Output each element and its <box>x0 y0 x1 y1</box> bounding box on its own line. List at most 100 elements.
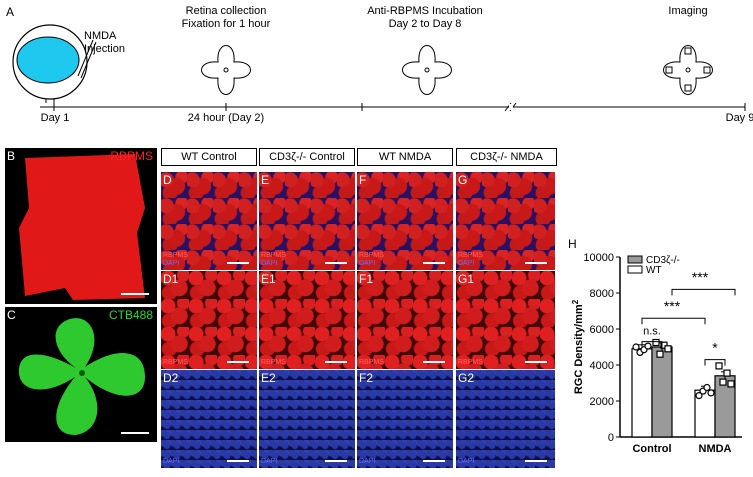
micrograph-f: F RBPMS DAPI <box>357 172 453 270</box>
x-category-label: NMDA <box>699 443 732 455</box>
micrograph-g: G RBPMS DAPI <box>456 172 555 270</box>
rgc-density-chart: H 0 2000 4000 6000 8000 10000 RGC Density/mm2 C… <box>568 237 742 455</box>
header-wt-control: WT Control <box>161 148 257 166</box>
panel-label-g: G <box>458 173 468 187</box>
stain-label-rbpms: RBPMS <box>261 359 286 366</box>
step2-line1: Retina collection <box>185 5 267 17</box>
stain-label-dapi: DAPI <box>359 458 376 465</box>
scale-bar <box>325 460 347 462</box>
micrograph-d: D RBPMS DAPI <box>161 172 257 270</box>
significance-bracket <box>671 288 736 296</box>
scale-bar <box>325 262 347 264</box>
y-tick-label: 2000 <box>590 396 614 408</box>
stain-label-dapi: DAPI <box>261 260 278 267</box>
panel-label-g2: G2 <box>458 371 475 385</box>
stain-label-rbpms: RBPMS <box>458 359 483 366</box>
y-tick-label: 10000 <box>583 252 614 264</box>
scale-bar <box>525 361 547 363</box>
panel-label-e1: E1 <box>261 272 276 286</box>
step3-line1: Anti-RBPMS Incubation <box>367 5 483 17</box>
panel-label-h: H <box>568 237 577 251</box>
panel-label-e2: E2 <box>261 371 276 385</box>
day2-label: 24 hour (Day 2) <box>187 112 265 124</box>
stain-label-dapi: DAPI <box>163 458 180 465</box>
scale-bar <box>227 361 249 363</box>
data-point <box>707 389 715 397</box>
micrograph-d2: D2 DAPI <box>161 370 257 468</box>
data-point <box>695 392 703 400</box>
step3-line2: Day 2 to Day 8 <box>388 18 462 30</box>
retina-icon-4 <box>663 45 713 95</box>
scale-bar <box>423 262 445 264</box>
stain-label-rbpms: RBPMS <box>261 252 286 259</box>
scale-bar <box>121 293 149 295</box>
micrograph-g2: G2 DAPI <box>456 370 555 468</box>
day1-label: Day 1 <box>40 112 70 124</box>
header-cd3z-nmda: CD3ζ-/- NMDA <box>456 148 557 166</box>
retina-icon-2 <box>201 45 251 95</box>
scale-bar <box>325 361 347 363</box>
y-tick-label: 4000 <box>590 360 614 372</box>
nmda-label-line1: NMDA <box>84 30 117 42</box>
stain-label-dapi: DAPI <box>163 260 180 267</box>
significance-bracket <box>641 317 706 325</box>
nmda-injection-label: NMDA Injection <box>84 30 125 56</box>
micrograph-f2: F2 DAPI <box>357 370 453 468</box>
significance-bracket <box>704 359 726 366</box>
panel-label-d2: D2 <box>163 371 179 385</box>
data-point <box>656 350 664 358</box>
significance-label: * <box>712 339 718 355</box>
scale-bar <box>423 460 445 462</box>
step3-label: Anti-RBPMS Incubation Day 2 to Day 8 <box>350 5 500 31</box>
bar-cd3z-control <box>651 346 673 438</box>
panel-label-b: B <box>7 149 16 163</box>
scale-bar <box>227 262 249 264</box>
panel-b-stain: RBPMS <box>110 149 153 163</box>
stain-label-rbpms: RBPMS <box>163 252 188 259</box>
header-cd3z-control: CD3ζ-/- Control <box>259 148 355 166</box>
panel-label-d1: D1 <box>163 272 179 286</box>
significance-label: *** <box>692 269 709 285</box>
scale-bar <box>121 432 149 434</box>
data-point <box>703 383 711 392</box>
stain-label-dapi: DAPI <box>261 458 278 465</box>
significance-bracket <box>641 341 663 348</box>
day9-label: Day 9 <box>725 112 753 124</box>
y-tick-label: 8000 <box>590 288 614 300</box>
significance-label: *** <box>664 298 681 314</box>
legend-label: CD3ζ-/- <box>646 255 680 266</box>
data-point <box>715 362 723 370</box>
data-point <box>644 342 652 350</box>
stain-label-rbpms: RBPMS <box>359 252 384 259</box>
legend-swatch <box>627 255 643 264</box>
retina-flatmount-red <box>19 154 145 300</box>
y-axis-label-text: RGC Density/mm <box>573 304 585 394</box>
data-point <box>664 345 672 353</box>
panel-label-c: C <box>7 308 16 322</box>
panel-label-e: E <box>261 173 270 187</box>
eye-icon <box>12 24 97 103</box>
significance-label: n.s. <box>643 325 661 337</box>
scale-bar <box>227 460 249 462</box>
stain-label-rbpms: RBPMS <box>359 359 384 366</box>
data-point <box>727 380 735 388</box>
stain-label-dapi: DAPI <box>458 260 475 267</box>
panel-label-f: F <box>359 173 367 187</box>
step2-line2: Fixation for 1 hour <box>181 18 271 30</box>
micrograph-d1: D1 RBPMS <box>161 271 257 369</box>
panel-label-g1: G1 <box>458 272 475 286</box>
step2-label: Retina collection Fixation for 1 hour <box>170 5 282 31</box>
timeline-graphics <box>12 24 746 112</box>
legend-label: WT <box>646 265 662 276</box>
stain-label-rbpms: RBPMS <box>458 252 483 259</box>
y-tick-label: 0 <box>608 432 614 444</box>
stain-label-rbpms: RBPMS <box>163 359 188 366</box>
bar-wt-control <box>631 348 653 438</box>
panel-b-rbpms-wholemount: B RBPMS <box>5 148 157 304</box>
retina-flatmount-green <box>18 318 145 435</box>
scale-bar <box>525 460 547 462</box>
stain-label-dapi: DAPI <box>359 260 376 267</box>
legend-swatch <box>627 265 643 274</box>
panel-label-f1: F1 <box>359 272 374 286</box>
header-wt-nmda: WT NMDA <box>357 148 453 166</box>
